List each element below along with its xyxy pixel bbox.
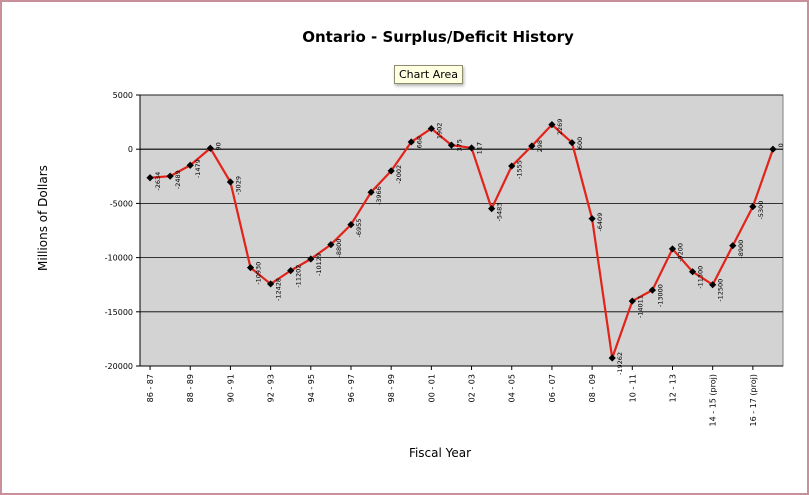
y-tick-label: -15000 xyxy=(105,308,133,317)
data-point[interactable] xyxy=(287,267,295,275)
data-point[interactable] xyxy=(628,297,636,305)
data-label: -2634 xyxy=(154,172,162,191)
data-label: 298 xyxy=(536,140,544,152)
data-label: -1479 xyxy=(194,159,202,178)
data-label: 90 xyxy=(214,142,222,150)
data-point[interactable] xyxy=(447,141,456,149)
x-tick-label: 04 - 05 xyxy=(508,374,517,402)
data-label: -5483 xyxy=(496,203,504,222)
x-tick-label: 16 - 17 (proj) xyxy=(749,374,758,426)
data-label: -12500 xyxy=(717,279,725,302)
x-tick-label: 96 - 97 xyxy=(347,374,356,402)
chart-area-tooltip: Chart Area xyxy=(394,65,464,84)
data-label: -1555 xyxy=(516,160,524,179)
data-label: -5300 xyxy=(757,201,765,220)
data-point[interactable] xyxy=(427,124,435,133)
data-point[interactable] xyxy=(246,264,255,272)
x-tick-label: 06 - 07 xyxy=(548,374,557,402)
data-point[interactable] xyxy=(608,354,616,362)
data-point[interactable] xyxy=(588,215,596,223)
data-point[interactable] xyxy=(226,178,235,186)
data-label: 0 xyxy=(777,143,785,147)
y-tick-label: -20000 xyxy=(105,362,133,371)
data-label: 2269 xyxy=(556,119,564,136)
data-point[interactable] xyxy=(508,162,516,170)
x-tick-label: 98 - 99 xyxy=(387,374,396,402)
data-label: -3966 xyxy=(375,186,383,205)
data-label: 375 xyxy=(455,139,463,151)
y-axis-ticks: 5000 0 -5000 -10000 -15000 -20000 xyxy=(105,91,141,371)
x-tick-label: 10 - 11 xyxy=(628,374,637,402)
data-point[interactable] xyxy=(307,255,315,263)
data-label: -6409 xyxy=(596,213,604,232)
data-point[interactable] xyxy=(387,167,395,175)
data-label: -10930 xyxy=(255,262,263,285)
data-label: 1902 xyxy=(435,123,443,140)
x-tick-label: 94 - 95 xyxy=(307,374,316,402)
x-tick-label: 86 - 87 xyxy=(146,374,155,402)
series-surplus-deficit xyxy=(146,121,777,362)
data-point[interactable] xyxy=(749,203,757,211)
data-label: -11300 xyxy=(697,266,705,289)
data-point[interactable] xyxy=(488,205,496,213)
data-point[interactable] xyxy=(568,139,576,147)
data-point[interactable] xyxy=(729,242,737,250)
data-point[interactable] xyxy=(367,188,375,196)
y-tick-label: 0 xyxy=(128,145,133,154)
x-tick-label: 08 - 09 xyxy=(588,374,597,402)
x-tick-label: 00 - 01 xyxy=(427,374,436,402)
data-label: -10129 xyxy=(315,253,323,276)
x-tick-label: 92 - 93 xyxy=(267,374,276,402)
data-label: 600 xyxy=(576,137,584,149)
data-label: -8900 xyxy=(737,240,745,259)
data-label: -2002 xyxy=(395,165,403,184)
chart-title: Ontario - Surplus/Deficit History xyxy=(302,28,574,46)
data-label: -13000 xyxy=(656,284,664,307)
data-label: -14011 xyxy=(636,295,644,318)
plot-area[interactable] xyxy=(139,94,784,367)
x-tick-label: 02 - 03 xyxy=(468,374,477,402)
data-point[interactable] xyxy=(206,144,214,152)
data-point[interactable] xyxy=(327,240,335,249)
data-point[interactable] xyxy=(146,174,154,182)
data-label: -19262 xyxy=(616,352,624,375)
data-point[interactable] xyxy=(648,286,656,294)
data-label: 117 xyxy=(476,142,484,154)
x-axis-title: Fiscal Year xyxy=(408,446,472,460)
data-point[interactable] xyxy=(548,121,556,129)
data-label: -2489 xyxy=(174,170,182,189)
x-tick-label: 90 - 91 xyxy=(226,374,235,402)
data-point[interactable] xyxy=(668,245,677,253)
data-label: -12428 xyxy=(275,278,283,301)
x-tick-label: 12 - 13 xyxy=(668,374,677,402)
data-point[interactable] xyxy=(769,145,777,153)
data-point[interactable] xyxy=(528,142,536,150)
x-tick-label: 14 - 15 (proj) xyxy=(709,374,718,426)
data-point[interactable] xyxy=(709,281,717,289)
data-point[interactable] xyxy=(407,138,415,146)
data-point[interactable] xyxy=(166,172,174,180)
x-axis-ticks: 86 - 87 88 - 89 90 - 91 92 - 93 94 - 95 96 - … xyxy=(140,365,783,426)
data-label: -6955 xyxy=(355,219,363,238)
data-label: -8800 xyxy=(335,239,343,258)
data-label: -3029 xyxy=(234,176,242,195)
data-label: 668 xyxy=(415,136,423,148)
data-point[interactable] xyxy=(467,144,476,152)
data-label: -9200 xyxy=(676,243,684,262)
x-tick-label: 88 - 89 xyxy=(186,374,195,402)
y-tick-label: -10000 xyxy=(105,254,133,263)
data-labels: -2634 -2489 -1479 90 -3029 -10930 -12428 -11202… xyxy=(154,119,785,375)
y-tick-label: 5000 xyxy=(113,91,133,100)
data-point[interactable] xyxy=(267,280,275,288)
data-label: -11202 xyxy=(295,265,303,288)
data-point[interactable] xyxy=(186,161,194,169)
y-tick-label: -5000 xyxy=(110,199,133,208)
series-line xyxy=(149,123,774,360)
data-point[interactable] xyxy=(688,268,697,276)
data-point[interactable] xyxy=(347,220,355,229)
